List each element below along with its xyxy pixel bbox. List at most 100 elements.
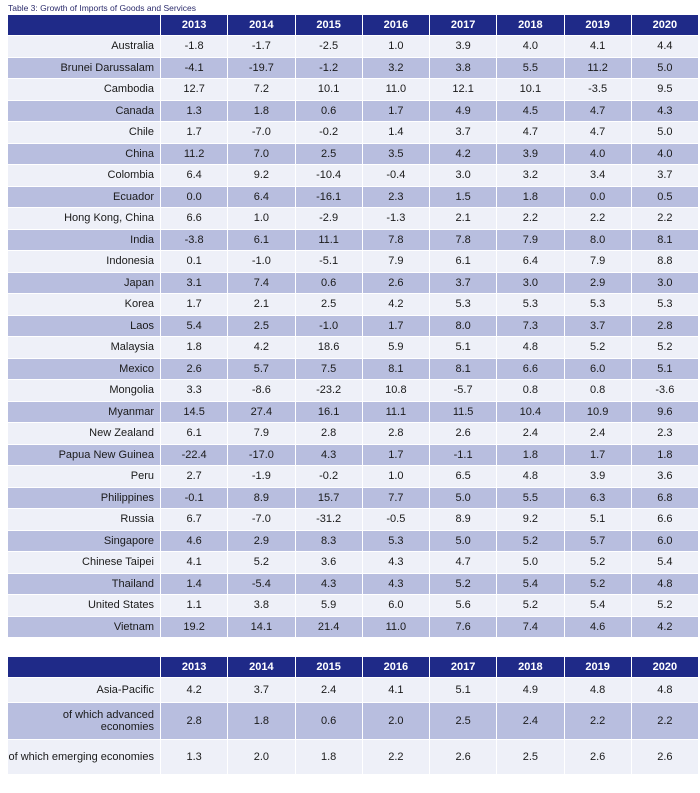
value-cell: 14.1	[227, 616, 295, 638]
table-row: Mexico 2.6 5.7 7.5 8.1 8.1 6.6 6.0 5.1	[8, 358, 698, 380]
value-cell: 4.0	[630, 143, 698, 165]
value-cell: 5.0	[429, 487, 497, 509]
value-cell: 16.1	[294, 401, 362, 423]
table-row: Japan 3.1 7.4 0.6 2.6 3.7 3.0 2.9 3.0	[8, 272, 698, 294]
year-header: 2016	[361, 15, 429, 36]
value-cell: 2.2	[630, 703, 698, 740]
table-row: Indonesia 0.1 -1.0 -5.1 7.9 6.1 6.4 7.9 8.8	[8, 251, 698, 273]
value-cell: 10.1	[294, 79, 362, 101]
value-cell: 1.4	[361, 122, 429, 144]
year-header: 2017	[429, 657, 497, 678]
value-cell: 2.4	[563, 423, 631, 445]
value-cell: 2.6	[361, 272, 429, 294]
value-cell: 2.2	[563, 208, 631, 230]
value-cell: 2.5	[294, 143, 362, 165]
table-row: New Zealand 6.1 7.9 2.8 2.8 2.6 2.4 2.4 2.3	[8, 423, 698, 445]
table-row: Vietnam 19.2 14.1 21.4 11.0 7.6 7.4 4.6 4.2	[8, 616, 698, 638]
value-cell: 3.6	[630, 466, 698, 488]
value-cell: 6.5	[429, 466, 497, 488]
value-cell: 6.6	[630, 509, 698, 531]
value-cell: 6.4	[160, 165, 228, 187]
value-cell: 3.9	[496, 143, 564, 165]
table-row: Canada 1.3 1.8 0.6 1.7 4.9 4.5 4.7 4.3	[8, 100, 698, 122]
value-cell: 18.6	[294, 337, 362, 359]
value-cell: 2.4	[496, 423, 564, 445]
value-cell: -0.2	[294, 122, 362, 144]
row-label: Papua New Guinea	[8, 444, 160, 466]
value-cell: 4.8	[563, 678, 631, 703]
value-cell: 1.5	[429, 186, 497, 208]
row-label: Chile	[8, 122, 160, 144]
row-label: Brunei Darussalam	[8, 57, 160, 79]
value-cell: 7.4	[227, 272, 295, 294]
value-cell: 5.2	[563, 337, 631, 359]
value-cell: 2.8	[630, 315, 698, 337]
value-cell: 1.7	[361, 444, 429, 466]
value-cell: 3.7	[429, 122, 497, 144]
value-cell: 6.0	[361, 595, 429, 617]
table-row: Brunei Darussalam -4.1 -19.7 -1.2 3.2 3.8 5.5 1…	[8, 57, 698, 79]
value-cell: -1.3	[361, 208, 429, 230]
value-cell: 11.1	[361, 401, 429, 423]
row-label: Asia-Pacific	[8, 678, 160, 703]
value-cell: 1.7	[160, 122, 228, 144]
value-cell: 9.6	[630, 401, 698, 423]
row-label: of which emerging economies	[8, 740, 160, 775]
value-cell: -19.7	[227, 57, 295, 79]
value-cell: 3.2	[361, 57, 429, 79]
corner-cell	[8, 657, 160, 678]
value-cell: 5.2	[227, 552, 295, 574]
aggregates-table: 2013 2014 2015 2016 2017 2018 2019 2020 …	[8, 657, 698, 775]
value-cell: 5.6	[429, 595, 497, 617]
value-cell: 11.0	[361, 616, 429, 638]
value-cell: -22.4	[160, 444, 228, 466]
row-label: China	[8, 143, 160, 165]
value-cell: 5.5	[496, 57, 564, 79]
value-cell: 1.8	[630, 444, 698, 466]
value-cell: 4.8	[630, 678, 698, 703]
year-header: 2014	[227, 15, 295, 36]
value-cell: 2.4	[496, 703, 564, 740]
value-cell: 5.2	[496, 530, 564, 552]
value-cell: 5.2	[496, 595, 564, 617]
year-header: 2014	[227, 657, 295, 678]
value-cell: 8.1	[630, 229, 698, 251]
value-cell: -7.0	[227, 122, 295, 144]
value-cell: 5.0	[630, 122, 698, 144]
value-cell: 5.0	[429, 530, 497, 552]
table-row: Colombia 6.4 9.2 -10.4 -0.4 3.0 3.2 3.4 3.7	[8, 165, 698, 187]
value-cell: 5.0	[630, 57, 698, 79]
year-header: 2018	[496, 657, 564, 678]
value-cell: 5.7	[563, 530, 631, 552]
value-cell: 5.9	[294, 595, 362, 617]
value-cell: 2.2	[496, 208, 564, 230]
table-row: Philippines -0.1 8.9 15.7 7.7 5.0 5.5 6.3 6.8	[8, 487, 698, 509]
value-cell: 6.3	[563, 487, 631, 509]
value-cell: 1.7	[160, 294, 228, 316]
value-cell: 4.4	[630, 36, 698, 58]
value-cell: 4.2	[429, 143, 497, 165]
value-cell: 7.9	[496, 229, 564, 251]
value-cell: 4.6	[563, 616, 631, 638]
value-cell: 5.4	[496, 573, 564, 595]
value-cell: 4.3	[630, 100, 698, 122]
value-cell: 1.8	[496, 186, 564, 208]
row-label: Ecuador	[8, 186, 160, 208]
table-row: Peru 2.7 -1.9 -0.2 1.0 6.5 4.8 3.9 3.6	[8, 466, 698, 488]
value-cell: 11.5	[429, 401, 497, 423]
value-cell: 5.4	[630, 552, 698, 574]
value-cell: 5.4	[160, 315, 228, 337]
year-header: 2020	[630, 15, 698, 36]
value-cell: 1.0	[361, 466, 429, 488]
year-header: 2013	[160, 657, 228, 678]
value-cell: 6.6	[496, 358, 564, 380]
value-cell: 3.0	[630, 272, 698, 294]
row-label: Malaysia	[8, 337, 160, 359]
row-label: Korea	[8, 294, 160, 316]
value-cell: 4.7	[563, 100, 631, 122]
table-row: Chile 1.7 -7.0 -0.2 1.4 3.7 4.7 4.7 5.0	[8, 122, 698, 144]
value-cell: 5.3	[563, 294, 631, 316]
value-cell: 6.8	[630, 487, 698, 509]
value-cell: 0.6	[294, 100, 362, 122]
value-cell: 1.8	[227, 100, 295, 122]
